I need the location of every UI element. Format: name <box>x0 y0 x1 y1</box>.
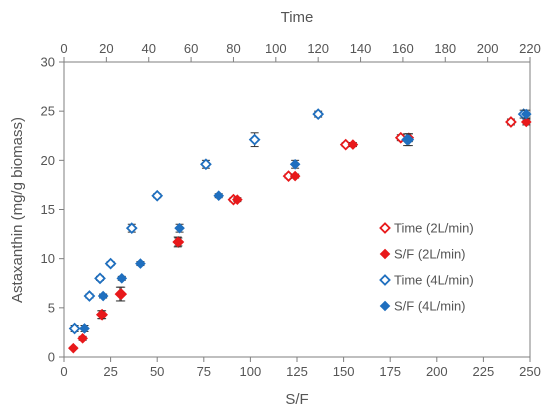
legend: Time (2L/min) S/F (2L/min) Time (4L/min) S/… <box>379 221 474 314</box>
x2-tick-label: 40 <box>141 41 155 56</box>
data-point <box>213 190 225 202</box>
x2-tick-label: 160 <box>392 41 414 56</box>
data-point <box>520 108 532 120</box>
y-axis-title: Astaxanthin (mg/g biomass) <box>9 117 26 303</box>
series-1 <box>96 116 517 321</box>
legend-label: Time (2L/min) <box>394 221 474 236</box>
legend-item: Time (4L/min) <box>379 273 474 288</box>
x-tick-label: 175 <box>379 364 401 379</box>
data-point <box>347 139 359 150</box>
y-tick-label: 20 <box>41 153 55 168</box>
y-tick-label: 15 <box>41 202 55 217</box>
data-point <box>83 290 96 302</box>
x2-tick-label: 200 <box>477 41 499 56</box>
x2-axis-title: Time <box>281 9 314 26</box>
legend-label: Time (4L/min) <box>394 273 474 288</box>
data-point <box>104 257 117 270</box>
series-group <box>68 108 532 354</box>
x2-tick-label: 60 <box>184 41 198 56</box>
data-point <box>232 194 243 205</box>
data-point <box>97 290 109 302</box>
data-point <box>312 108 325 120</box>
data-point <box>116 273 128 284</box>
legend-marker <box>379 222 391 234</box>
x-tick-label: 0 <box>60 364 67 379</box>
data-point <box>95 309 107 321</box>
data-point <box>200 158 212 171</box>
legend-item: S/F (4L/min) <box>379 299 466 314</box>
legend-label: S/F (4L/min) <box>394 299 466 314</box>
x-tick-label: 150 <box>333 364 355 379</box>
data-point <box>68 342 79 354</box>
legend-marker <box>379 248 391 260</box>
data-point <box>135 258 146 269</box>
data-point <box>94 272 106 285</box>
x-tick-label: 200 <box>426 364 448 379</box>
data-point <box>172 236 184 248</box>
x-tick-label: 225 <box>473 364 495 379</box>
x-tick-label: 50 <box>150 364 164 379</box>
x-tick-label: 75 <box>197 364 211 379</box>
series-4 <box>79 108 532 334</box>
x2-tick-label: 180 <box>434 41 456 56</box>
legend-item: Time (2L/min) <box>379 221 474 236</box>
y-tick-label: 5 <box>48 300 55 315</box>
data-point <box>151 189 164 202</box>
data-point <box>77 333 88 344</box>
x2-tick-label: 220 <box>519 41 541 56</box>
legend-item: S/F (2L/min) <box>379 247 466 262</box>
legend-marker <box>379 274 391 286</box>
data-point <box>248 133 261 146</box>
x-tick-label: 25 <box>103 364 117 379</box>
x2-tick-label: 140 <box>350 41 372 56</box>
y-tick-label: 30 <box>41 55 55 70</box>
data-point <box>520 116 532 128</box>
data-point <box>125 222 138 235</box>
x2-tick-label: 100 <box>265 41 287 56</box>
data-point <box>289 158 301 170</box>
x2-tick-label: 20 <box>99 41 113 56</box>
data-point <box>394 131 407 144</box>
x-axis-title: S/F <box>285 391 308 408</box>
x-tick-label: 125 <box>286 364 308 379</box>
y-tick-label: 10 <box>41 251 55 266</box>
data-point <box>68 322 81 335</box>
data-point <box>403 134 415 145</box>
data-point <box>339 138 352 151</box>
y-tick-label: 0 <box>48 350 55 365</box>
data-point <box>79 323 90 334</box>
data-point <box>505 116 517 128</box>
x-tick-label: 250 <box>519 364 541 379</box>
y-tick-label: 25 <box>41 104 55 119</box>
data-point <box>174 222 185 234</box>
x2-tick-label: 120 <box>307 41 329 56</box>
data-point <box>289 170 301 182</box>
x2-tick-label: 80 <box>226 41 240 56</box>
legend-label: S/F (2L/min) <box>394 247 466 262</box>
x2-tick-label: 0 <box>60 41 67 56</box>
legend-marker <box>379 300 391 312</box>
data-point <box>114 288 126 300</box>
x-tick-label: 100 <box>240 364 262 379</box>
